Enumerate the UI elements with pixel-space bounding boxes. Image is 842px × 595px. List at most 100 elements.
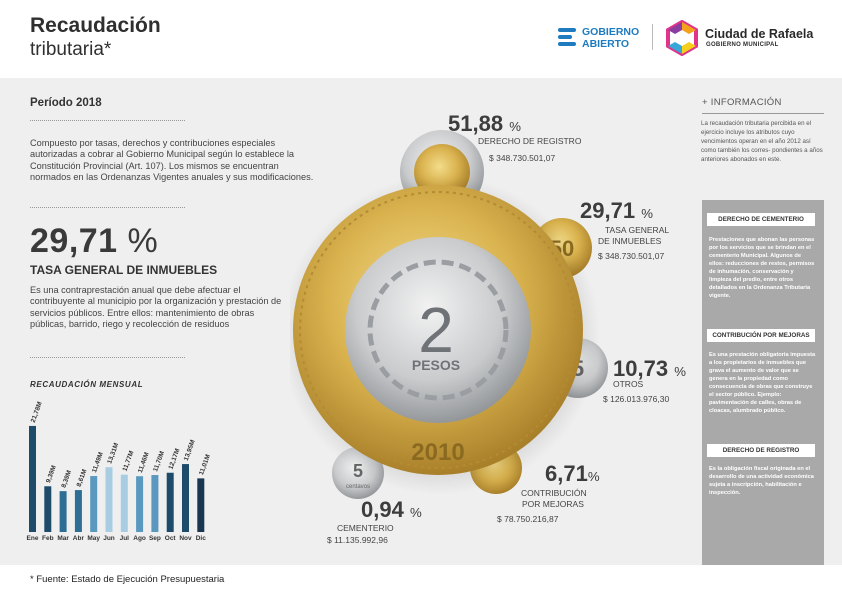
bar-jul <box>120 474 128 532</box>
bar-value-label: 11,01M <box>198 454 212 476</box>
month-tick-label: Mar <box>57 535 69 542</box>
bar-dic <box>197 478 205 532</box>
period-label: Período 2018 <box>30 97 102 109</box>
header <box>0 0 842 78</box>
cat-percent-cementerio: 0,94 % <box>361 497 422 523</box>
rafaela-logo-icon[interactable] <box>664 20 700 56</box>
highlight-percent: 29,71 % <box>30 222 158 261</box>
highlight-description: Es una contraprestación anual que debe a… <box>30 285 282 329</box>
month-tick-label: May <box>87 535 100 542</box>
cat-label-inmuebles-2: DE INMUEBLES <box>598 236 662 246</box>
def-text-registro: Es la obligación fiscal originada en el … <box>709 466 814 496</box>
info-title[interactable]: + INFORMACIÓN <box>702 97 782 108</box>
chart-title: RECAUDACIÓN MENSUAL <box>30 380 144 389</box>
unit: % <box>409 505 422 520</box>
bar-may <box>90 476 98 532</box>
footer-note: * Fuente: Estado de Ejecución Presupuest… <box>30 574 225 585</box>
gobierno-abierto-logo[interactable]: GOBIERNO ABIERTO <box>582 26 639 50</box>
month-tick-label: Ene <box>27 535 39 542</box>
cat-amount-inmuebles: $ 348.730.501,07 <box>598 251 665 261</box>
highlight-name: TASA GENERAL DE INMUEBLES <box>30 263 218 277</box>
bar-value-label: 21,78M <box>30 401 44 424</box>
bar-oct <box>166 472 174 532</box>
unit: % <box>674 364 686 379</box>
coin-illustration: 50 5 5 centavos 2 PESOS 2010 <box>290 130 608 499</box>
rafaela-subtitle: GOBIERNO MUNICIPAL <box>706 42 779 48</box>
highlight-unit: % <box>127 222 159 260</box>
month-tick-label: Oct <box>165 535 177 542</box>
small-coin-word: centavos <box>346 484 370 490</box>
coin-value: 2 <box>418 294 454 366</box>
def-title-registro: DERECHO DE REGISTRO <box>707 444 815 457</box>
intro-text: Compuesto por tasas, derechos y contribu… <box>30 138 314 182</box>
value: 6,71 <box>545 461 588 486</box>
bar-sep <box>151 475 159 532</box>
month-tick-label: Nov <box>179 535 192 542</box>
cat-amount-otros: $ 126.013.976,30 <box>603 394 670 404</box>
def-text-mejoras: Es una prestación obligatoria impuesta a… <box>709 352 816 414</box>
cat-percent-inmuebles: 29,71 % <box>580 198 653 224</box>
divider <box>30 120 185 121</box>
bar-value-label: 13,31M <box>106 442 120 465</box>
bar-abr <box>74 490 82 532</box>
highlight-value: 29,71 <box>30 222 118 260</box>
bar-value-label: 11,77M <box>122 450 136 472</box>
bar-value-label: 8,61M <box>76 468 89 487</box>
cat-label-cementerio: CEMENTERIO <box>337 523 394 533</box>
bar-mar <box>59 491 67 532</box>
bar-value-label: 11,70M <box>152 450 166 472</box>
month-tick-label: Feb <box>42 535 54 542</box>
unit: % <box>509 119 521 134</box>
definitions-panel <box>702 200 824 565</box>
def-title-mejoras: CONTRIBUCIÓN POR MEJORAS <box>707 329 815 342</box>
page-subtitle: tributaria* <box>30 39 112 60</box>
month-tick-label: Jun <box>103 535 115 542</box>
rafaela-title: Ciudad de Rafaela <box>705 27 814 41</box>
logo-separator <box>652 24 653 50</box>
month-tick-label: Jul <box>120 535 130 542</box>
month-tick-label: Sep <box>149 535 161 542</box>
cat-label-mejoras-1: CONTRIBUCIÓN <box>521 488 587 498</box>
bar-nov <box>182 464 189 532</box>
bar-value-label: 11,49M <box>91 451 105 473</box>
def-text-cementerio: Prestaciones que abonan las personas por… <box>709 237 815 299</box>
bar-jun <box>105 467 113 532</box>
cat-label-otros: OTROS <box>613 379 644 389</box>
info-divider <box>702 113 824 114</box>
bar-value-label: 12,17M <box>168 448 182 471</box>
cat-label-mejoras-2: POR MEJORAS <box>522 499 584 509</box>
bar-feb <box>44 486 52 532</box>
logo-line1: GOBIERNO <box>582 26 640 38</box>
cat-label-inmuebles-1: TASA GENERAL <box>605 225 670 235</box>
value: 51,88 <box>448 111 504 136</box>
cat-amount-mejoras: $ 78.750.216,87 <box>497 514 559 524</box>
cat-label-registro: DERECHO DE REGISTRO <box>478 136 582 146</box>
month-tick-label: Dic <box>196 535 207 542</box>
coin-word: PESOS <box>412 357 460 373</box>
cat-percent-otros: 10,73 % <box>613 356 686 382</box>
cat-percent-mejoras: 6,71% <box>545 461 600 487</box>
bar-ene <box>29 425 36 532</box>
monthly-bar-chart: 21,78M Ene 9,39M Feb 8,39M Mar 8,61M Abr 11,49M M… <box>27 401 212 542</box>
info-text: La recaudación tributaria percibida en e… <box>701 120 823 163</box>
bar-value-label: 13,95M <box>183 439 197 462</box>
unit: % <box>641 206 653 221</box>
month-tick-label: Abr <box>73 535 85 542</box>
unit: % <box>587 469 600 484</box>
divider <box>30 357 185 358</box>
logo-line2: ABIERTO <box>582 38 630 50</box>
bar-ago <box>136 476 144 532</box>
value: 0,94 <box>361 497 404 522</box>
bar-value-label: 9,39M <box>45 465 58 484</box>
bar-value-label: 8,39M <box>60 469 73 488</box>
def-title-cementerio: DERECHO DE CEMENTERIO <box>707 213 815 226</box>
coin-2-pesos-icon: 2 PESOS 2010 <box>290 175 600 495</box>
divider <box>30 207 185 208</box>
cat-amount-cementerio: $ 11.135.992,96 <box>327 535 388 545</box>
cat-amount-registro: $ 348.730.501,07 <box>489 153 556 163</box>
gobierno-abierto-logo-icon <box>558 28 576 46</box>
month-tick-label: Ago <box>133 535 146 542</box>
value: 29,71 <box>580 198 636 223</box>
bar-value-label: 11,46M <box>137 451 151 473</box>
coin-year: 2010 <box>411 439 464 466</box>
